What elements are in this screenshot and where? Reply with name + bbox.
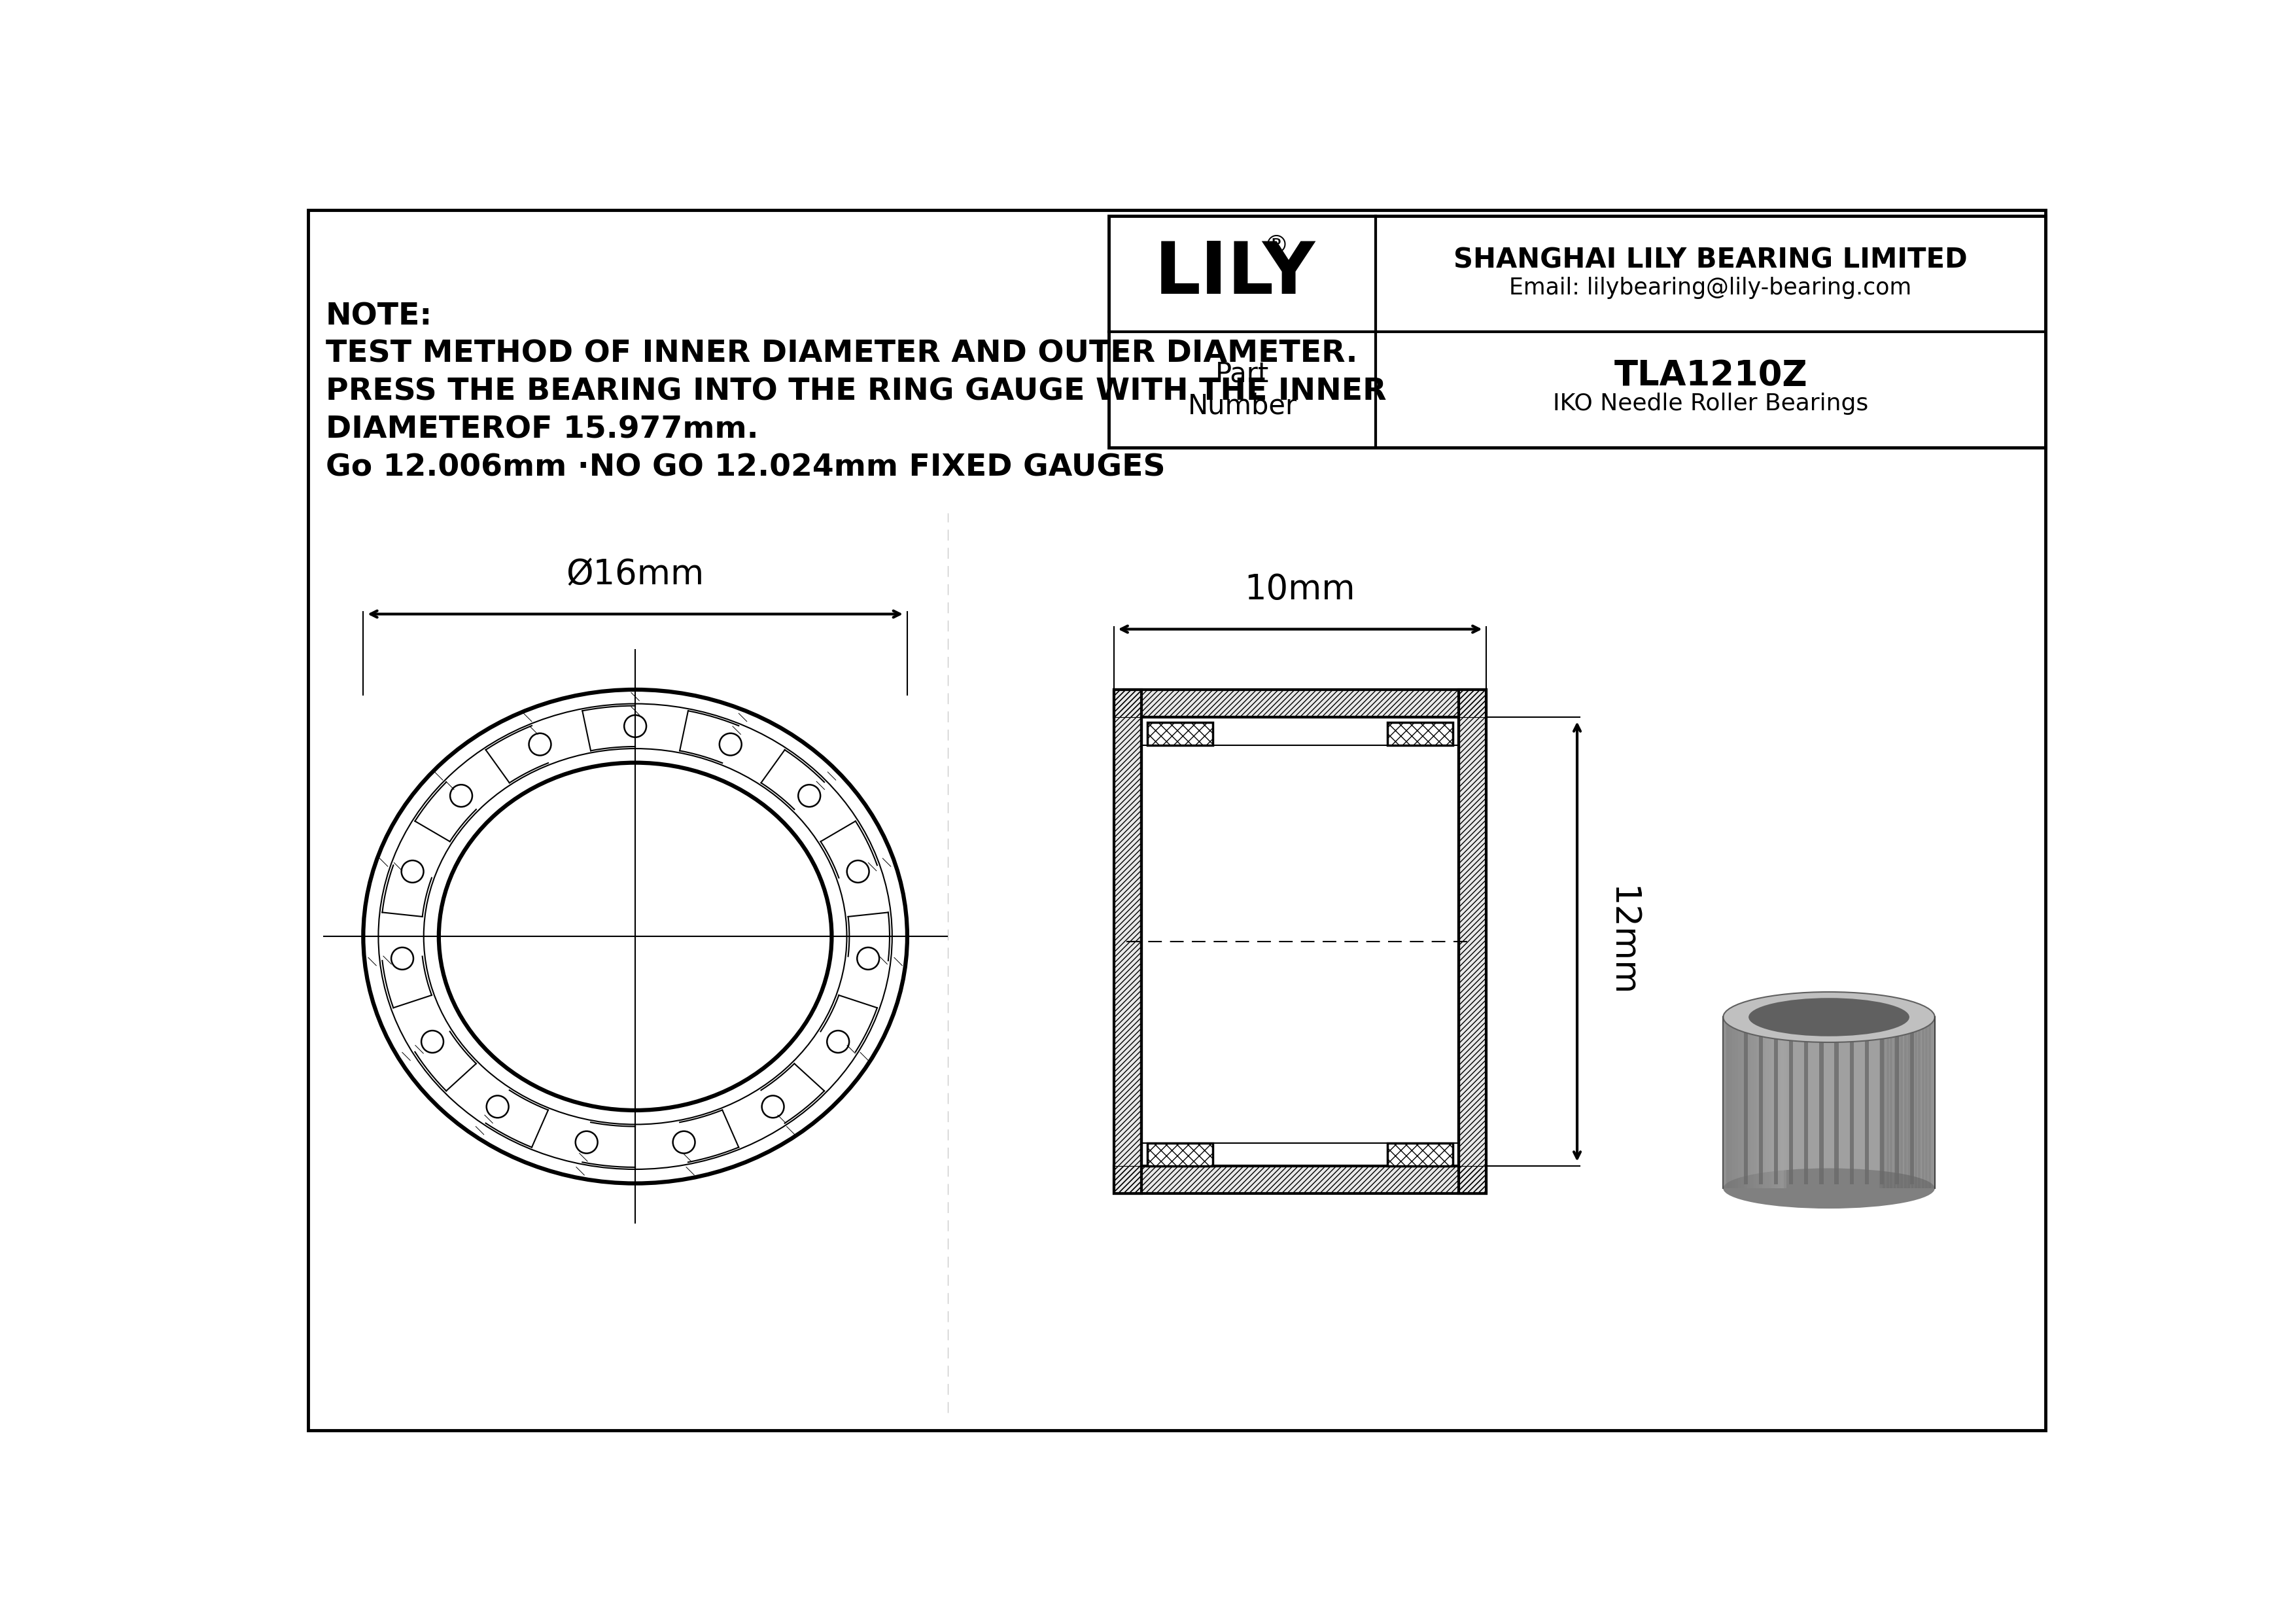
Bar	[1114, 690, 1141, 1194]
Bar	[1890, 1017, 1896, 1189]
Ellipse shape	[1750, 999, 1910, 1036]
Bar	[1114, 690, 1141, 1194]
Text: LILY: LILY	[1155, 239, 1316, 309]
Bar	[1883, 1017, 1890, 1189]
Text: DIAMETEROF 15.977mm.: DIAMETEROF 15.977mm.	[326, 416, 758, 445]
Bar	[1759, 1017, 1766, 1189]
Bar	[1724, 1017, 1729, 1189]
Bar	[1910, 1017, 1917, 1189]
Bar	[1745, 1021, 1747, 1184]
Bar	[1736, 1017, 1740, 1189]
Text: PRESS THE BEARING INTO THE RING GAUGE WITH THE INNER: PRESS THE BEARING INTO THE RING GAUGE WI…	[326, 377, 1387, 406]
Text: NOTE:: NOTE:	[326, 302, 432, 331]
Bar	[1148, 723, 1212, 745]
Bar	[1773, 1017, 1777, 1189]
Bar	[1747, 1017, 1754, 1189]
Bar	[1864, 1021, 1869, 1184]
Bar	[1777, 1017, 1784, 1189]
Bar	[1903, 1017, 1910, 1189]
Bar	[1835, 1021, 1839, 1184]
Bar	[1929, 1017, 1936, 1189]
Bar	[1782, 1017, 1786, 1189]
Bar	[1896, 1017, 1903, 1189]
Bar	[1766, 1017, 1773, 1189]
Bar	[1740, 1017, 1747, 1189]
Bar	[1789, 1021, 1793, 1184]
Text: SHANGHAI LILY BEARING LIMITED: SHANGHAI LILY BEARING LIMITED	[1453, 247, 1968, 273]
Text: Part
Number: Part Number	[1187, 361, 1297, 419]
Bar	[1109, 216, 2046, 448]
Text: TEST METHOD OF INNER DIAMETER AND OUTER DIAMETER.: TEST METHOD OF INNER DIAMETER AND OUTER …	[326, 339, 1357, 369]
Text: Email: lilybearing@lily-bearing.com: Email: lilybearing@lily-bearing.com	[1508, 278, 1913, 299]
Text: 10mm: 10mm	[1244, 573, 1355, 606]
Bar	[1731, 1017, 1738, 1189]
Bar	[1759, 1021, 1763, 1184]
Bar	[1387, 1143, 1453, 1166]
Ellipse shape	[1724, 992, 1936, 1043]
Bar	[1114, 1166, 1486, 1194]
Bar	[1727, 1017, 1731, 1189]
Text: IKO Needle Roller Bearings: IKO Needle Roller Bearings	[1552, 393, 1869, 416]
Bar	[1915, 1017, 1922, 1189]
Bar	[1148, 1143, 1212, 1166]
Bar	[1756, 1017, 1763, 1189]
Bar	[1387, 723, 1453, 745]
Bar	[1894, 1021, 1899, 1184]
Bar	[1114, 690, 1486, 718]
Text: TLA1210Z: TLA1210Z	[1614, 359, 1807, 393]
Bar	[1729, 1017, 1736, 1189]
Bar	[1880, 1017, 1885, 1189]
Bar	[1922, 1017, 1929, 1189]
Text: Go 12.006mm ·NO GO 12.024mm FIXED GAUGES: Go 12.006mm ·NO GO 12.024mm FIXED GAUGES	[326, 453, 1164, 482]
Text: 12mm: 12mm	[1605, 887, 1639, 997]
Bar	[1387, 723, 1453, 745]
Bar	[1901, 1017, 1906, 1189]
Bar	[1114, 1166, 1486, 1194]
Bar	[1148, 1143, 1212, 1166]
Bar	[1458, 690, 1486, 1194]
Bar	[1775, 1021, 1777, 1184]
Bar	[1917, 1017, 1924, 1189]
Bar	[1768, 1017, 1775, 1189]
Bar	[1887, 1017, 1892, 1189]
Bar	[1910, 1021, 1915, 1184]
Bar	[1818, 1021, 1823, 1184]
Bar	[1805, 1021, 1809, 1184]
Bar	[1738, 1017, 1745, 1189]
Bar	[1908, 1017, 1913, 1189]
Bar	[1745, 1017, 1750, 1189]
Bar	[1387, 1143, 1453, 1166]
Bar	[1750, 1017, 1756, 1189]
Bar	[1894, 1017, 1899, 1189]
Bar	[1754, 1017, 1759, 1189]
Bar	[1763, 1017, 1768, 1189]
Text: Ø16mm: Ø16mm	[567, 557, 705, 591]
Bar	[1880, 1021, 1883, 1184]
Bar	[1775, 1017, 1782, 1189]
Bar	[1851, 1021, 1853, 1184]
Bar	[1148, 723, 1212, 745]
Bar	[1114, 690, 1486, 718]
Bar	[1458, 690, 1486, 1194]
Ellipse shape	[1724, 1168, 1936, 1208]
Text: ®: ®	[1263, 234, 1288, 258]
Bar	[1724, 1017, 1936, 1189]
Bar	[1924, 1017, 1931, 1189]
Bar	[1750, 1017, 1910, 1190]
